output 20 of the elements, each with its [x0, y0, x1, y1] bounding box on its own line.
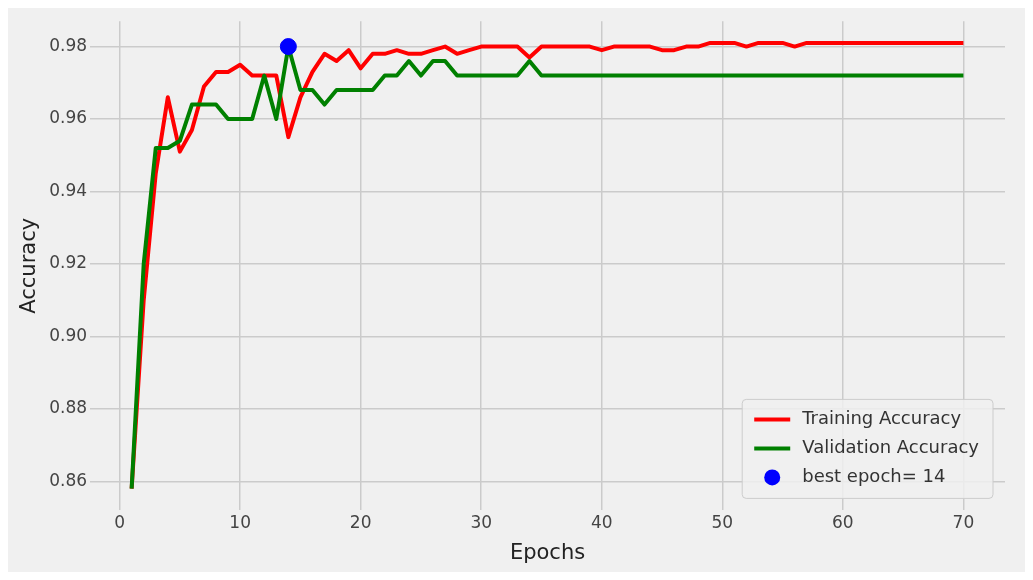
x-tick-label: 70: [952, 512, 975, 533]
x-tick-label: 0: [114, 512, 125, 533]
y-tick-label: 0.88: [49, 397, 88, 418]
legend-label: best epoch= 14: [802, 465, 946, 487]
x-axis-title: Epochs: [509, 539, 586, 564]
x-tick-label: 40: [590, 512, 613, 533]
y-axis-title: Accuracy: [16, 217, 41, 314]
y-tick-label: 0.90: [49, 324, 88, 345]
y-tick-label: 0.94: [49, 179, 88, 200]
x-tick-label: 60: [832, 512, 854, 533]
y-tick-label: 0.96: [49, 107, 88, 128]
legend-label: Training Accuracy: [801, 407, 962, 429]
y-tick-label: 0.92: [49, 252, 88, 273]
y-tick-label: 0.86: [49, 469, 88, 490]
x-tick-label: 20: [349, 512, 372, 533]
legend-label: Validation Accuracy: [802, 436, 980, 458]
x-tick-label: 10: [229, 512, 251, 533]
y-tick-label: 0.98: [49, 34, 88, 55]
x-tick-label: 50: [711, 512, 734, 533]
x-tick-label: 30: [470, 512, 493, 533]
